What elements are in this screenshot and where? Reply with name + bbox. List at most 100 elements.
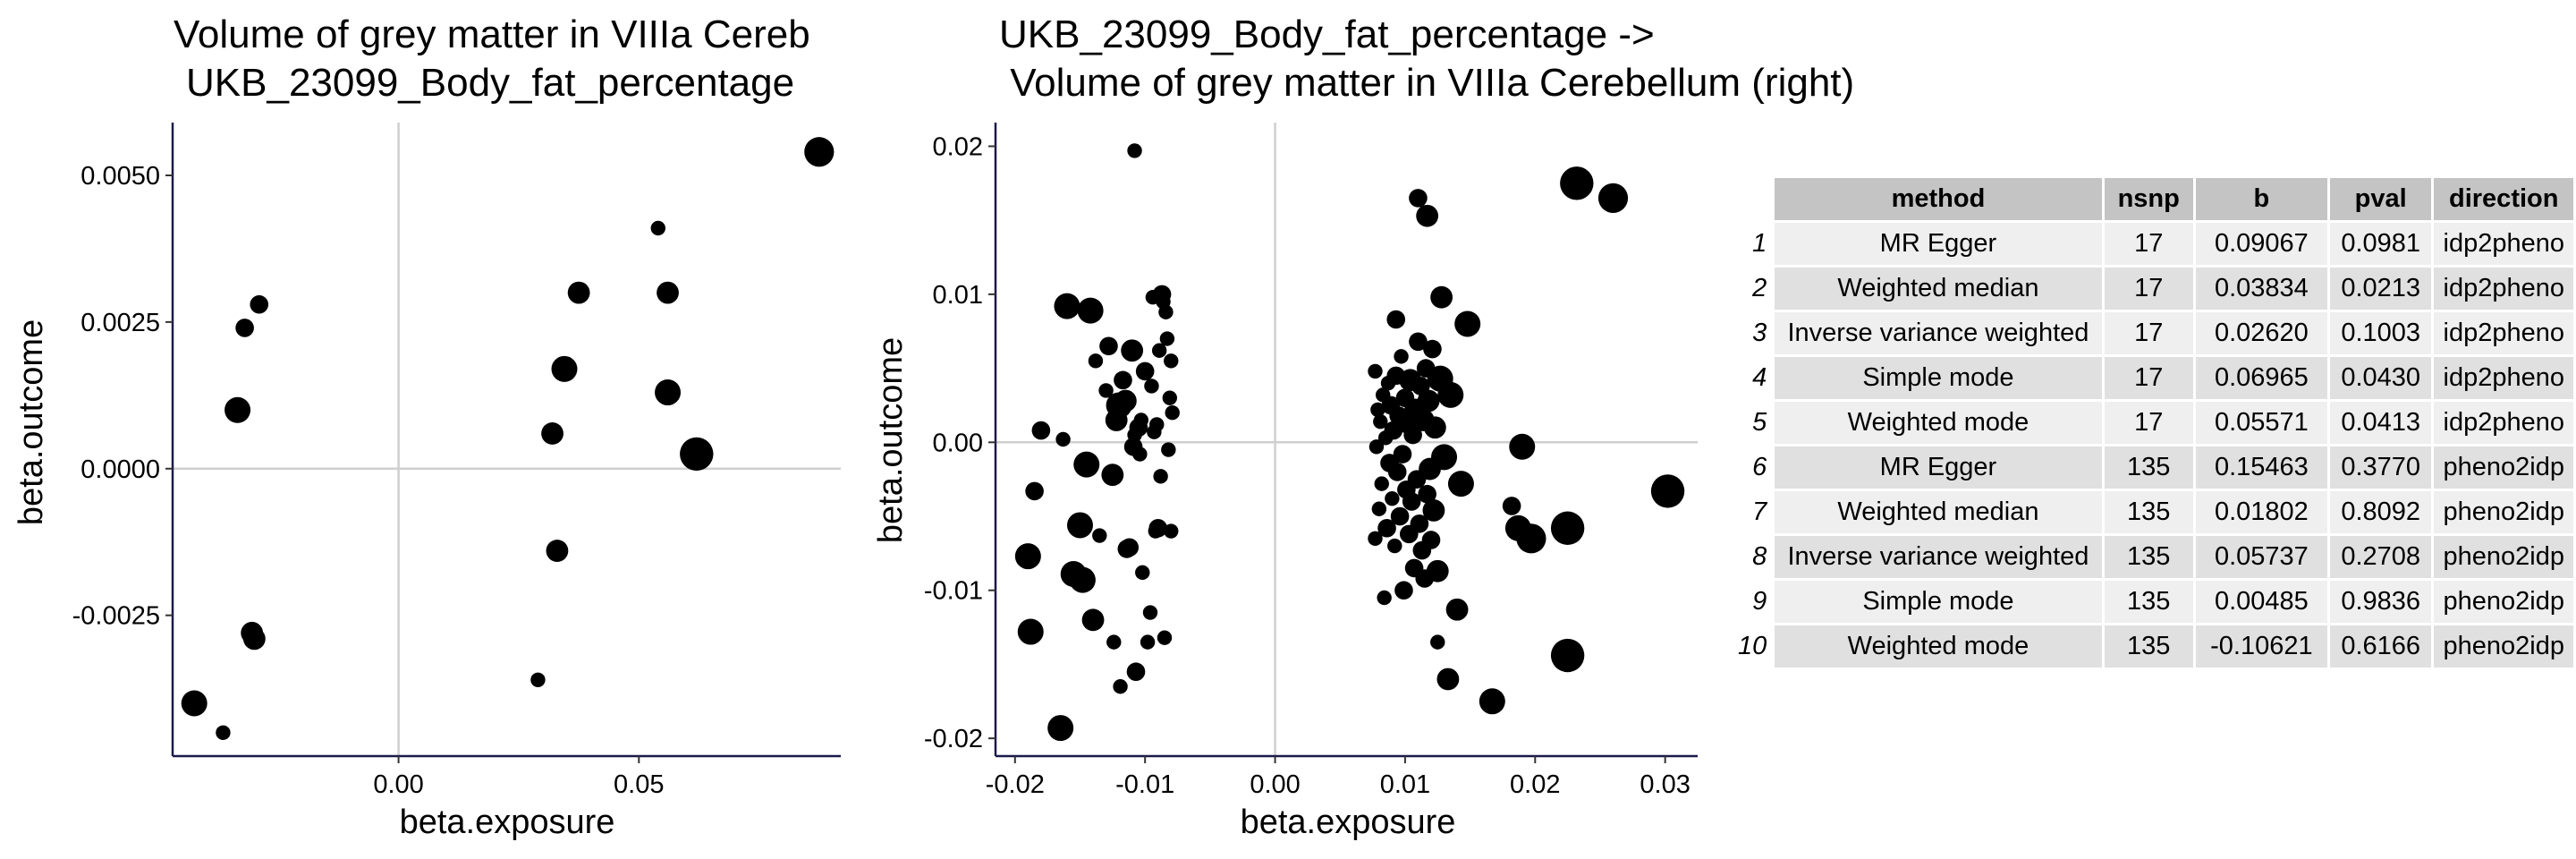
data-point (1479, 688, 1505, 715)
right-scatter-panel: UKB_23099_Body_fat_percentage -> Volume … (872, 13, 1854, 841)
y-tick-label: 0.00 (933, 429, 983, 457)
right-title-line-2: Volume of grey matter in VIIIa Cerebellu… (999, 61, 1854, 105)
mr-results-table: method nsnp b pval direction 1 MR Egger 17… (1735, 175, 2576, 670)
method-cell: Simple mode (1775, 357, 2102, 399)
data-point (235, 319, 254, 337)
direction-cell: idp2pheno (2434, 223, 2573, 265)
y-tick-label: -0.01 (924, 577, 983, 606)
b-cell: 0.05737 (2195, 536, 2327, 578)
method-cell: MR Egger (1775, 447, 2102, 489)
data-point (1387, 538, 1402, 554)
data-point (1047, 715, 1074, 742)
x-tick-label: 0.02 (1510, 770, 1560, 799)
data-point (1133, 412, 1149, 428)
data-point (1502, 497, 1521, 515)
pval-cell: 0.0213 (2329, 268, 2432, 310)
column-header-b: b (2195, 178, 2327, 220)
data-point (1550, 638, 1585, 673)
row-number: 2 (1752, 274, 1767, 302)
data-point (1149, 417, 1165, 432)
data-point (1423, 339, 1442, 359)
data-point (1153, 469, 1168, 484)
data-point (1397, 480, 1416, 499)
x-tick-label: 0.05 (614, 770, 664, 799)
data-point (1374, 476, 1389, 491)
b-cell: 0.06965 (2195, 357, 2327, 399)
data-point (1370, 402, 1385, 418)
data-point (1393, 445, 1412, 464)
data-point (1454, 310, 1481, 337)
data-point (1416, 204, 1439, 227)
direction-cell: idp2pheno (2434, 402, 2573, 444)
data-point (1069, 566, 1096, 593)
pval-cell: 0.9836 (2329, 581, 2432, 623)
table-row: 10 Weighted mode 135 -0.10621 0.6166 pheno2id… (1738, 625, 2573, 668)
method-cell: Weighted median (1775, 491, 2102, 533)
data-point (1445, 598, 1469, 621)
pval-cell: 0.3770 (2329, 447, 2432, 489)
data-point (1092, 528, 1107, 543)
right-reference-lines (996, 123, 1698, 756)
data-point (1371, 501, 1387, 516)
nsnp-cell: 17 (2104, 312, 2193, 354)
x-tick-label: -0.02 (986, 770, 1045, 799)
data-point (1650, 474, 1685, 508)
method-cell: MR Egger (1775, 223, 2102, 265)
data-point (1017, 618, 1044, 645)
data-point (1077, 297, 1104, 324)
nsnp-cell: 135 (2104, 491, 2193, 533)
method-cell: Weighted mode (1775, 402, 2102, 444)
data-point (1430, 634, 1445, 650)
data-point (1380, 375, 1396, 391)
b-cell: 0.00485 (2195, 581, 2327, 623)
direction-cell: idp2pheno (2434, 357, 2573, 399)
data-point (1055, 431, 1071, 447)
data-point (1390, 506, 1410, 526)
data-point (1399, 524, 1419, 544)
table-row: 8 Inverse variance weighted 135 0.05737 0.27… (1738, 536, 2573, 578)
data-point (1081, 608, 1105, 632)
row-number-header (1738, 178, 1772, 220)
data-point (1164, 523, 1179, 539)
table-row: 3 Inverse variance weighted 17 0.02620 0.100… (1738, 312, 2573, 354)
data-point (1088, 353, 1104, 369)
method-cell: Weighted mode (1775, 625, 2102, 668)
data-point (1098, 383, 1114, 398)
method-cell: Simple mode (1775, 581, 2102, 623)
data-point (1144, 378, 1159, 394)
table-row: 9 Simple mode 135 0.00485 0.9836 pheno2idp (1738, 581, 2573, 623)
data-point (657, 281, 679, 304)
b-cell: 0.15463 (2195, 447, 2327, 489)
data-point (1031, 421, 1051, 440)
table-body: 1 MR Egger 17 0.09067 0.0981 idp2pheno 2 Weight… (1738, 223, 2573, 668)
column-header-direction: direction (2434, 178, 2573, 220)
direction-cell: pheno2idp (2434, 447, 2573, 489)
data-point (1394, 349, 1409, 364)
data-point (1121, 339, 1144, 362)
data-point (1380, 454, 1399, 472)
y-tick-label: 0.02 (933, 132, 983, 161)
table-row: 2 Weighted median 17 0.03834 0.0213 idp2pheno (1738, 268, 2573, 310)
data-point (181, 690, 208, 717)
direction-cell: pheno2idp (2434, 581, 2573, 623)
data-point (1409, 332, 1428, 352)
data-point (1135, 565, 1150, 581)
data-point (1158, 304, 1174, 319)
nsnp-cell: 17 (2104, 223, 2193, 265)
data-point (1436, 668, 1460, 691)
b-cell: -0.10621 (2195, 625, 2327, 668)
row-number: 10 (1738, 632, 1767, 660)
data-point (1101, 464, 1124, 487)
data-point (216, 725, 231, 740)
column-header-nsnp: nsnp (2104, 178, 2193, 220)
direction-cell: pheno2idp (2434, 491, 2573, 533)
nsnp-cell: 135 (2104, 447, 2193, 489)
y-tick-label: 0.0000 (80, 455, 160, 484)
x-tick-label: 0.00 (1250, 770, 1300, 799)
data-point (1161, 442, 1176, 457)
column-header-pval: pval (2329, 178, 2432, 220)
data-point (1014, 543, 1041, 570)
data-point (1114, 370, 1132, 390)
y-tick-label: 0.0025 (80, 309, 160, 337)
left-reference-lines (173, 123, 841, 756)
